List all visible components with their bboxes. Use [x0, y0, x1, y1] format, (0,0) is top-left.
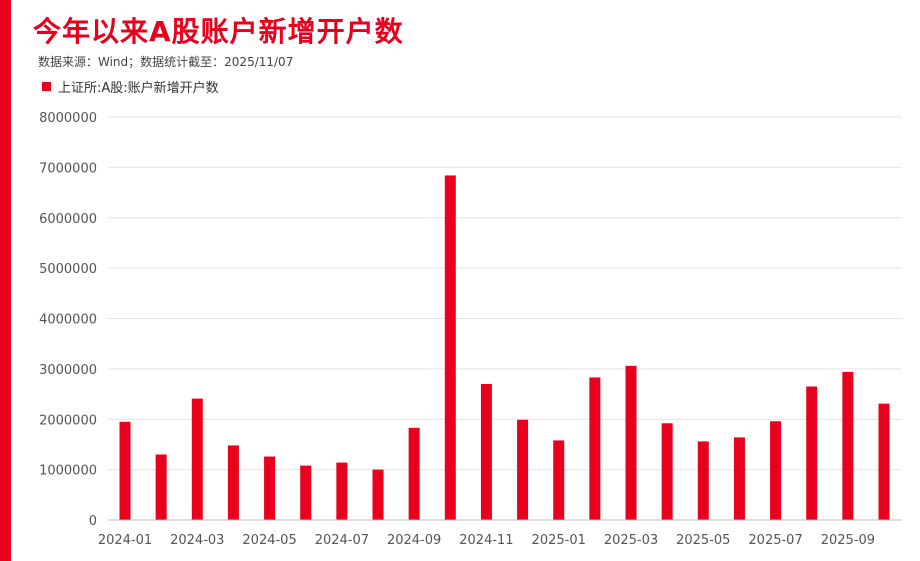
bar-2024-02	[155, 454, 167, 520]
bar-2025-06	[733, 437, 745, 520]
bar-2024-01	[119, 421, 131, 520]
bar-2025-09	[842, 371, 854, 520]
bar-2025-10	[878, 403, 890, 520]
legend-swatch	[42, 82, 51, 91]
y-tick-label: 0	[89, 514, 97, 529]
left-accent-bar	[0, 0, 11, 561]
bar-2025-01	[553, 440, 565, 520]
bar-2025-04	[661, 423, 673, 520]
bar-2025-07	[770, 421, 782, 520]
data-source-note: 数据来源：Wind；数据统计截至：2025/11/07	[38, 55, 294, 69]
x-tick-label: 2024-01	[98, 533, 152, 548]
bar-2024-08	[372, 469, 384, 520]
y-tick-label: 6000000	[39, 212, 97, 227]
bar-2024-12	[517, 419, 529, 520]
x-tick-label: 2024-07	[315, 533, 369, 548]
y-tick-label: 7000000	[39, 161, 97, 176]
x-tick-label: 2025-05	[676, 533, 730, 548]
bar-2024-03	[191, 398, 203, 520]
bar-2024-05	[264, 456, 276, 520]
x-tick-label: 2024-05	[242, 533, 296, 548]
y-tick-label: 3000000	[39, 363, 97, 378]
x-tick-label: 2025-01	[532, 533, 586, 548]
legend: 上证所:A股:账户新增开户数	[42, 77, 219, 96]
y-tick-label: 8000000	[39, 111, 97, 126]
bar-2025-08	[806, 386, 818, 520]
bar-2025-05	[697, 441, 709, 520]
y-tick-label: 4000000	[39, 313, 97, 328]
y-tick-label: 1000000	[39, 464, 97, 479]
bar-2024-09	[408, 427, 420, 520]
bar-2024-10	[444, 175, 456, 520]
bar-2024-04	[227, 445, 239, 520]
bar-2025-02	[589, 377, 601, 520]
x-tick-label: 2025-09	[821, 533, 875, 548]
x-tick-label: 2024-03	[170, 533, 224, 548]
bar-2024-07	[336, 462, 348, 520]
y-tick-label: 5000000	[39, 262, 97, 277]
x-tick-label: 2024-11	[459, 533, 513, 548]
x-tick-label: 2024-09	[387, 533, 441, 548]
bar-2024-11	[480, 383, 492, 520]
bar-2024-06	[300, 465, 312, 520]
x-tick-label: 2025-07	[748, 533, 802, 548]
bar-2025-03	[625, 365, 637, 520]
x-tick-label: 2025-03	[604, 533, 658, 548]
y-tick-label: 2000000	[39, 413, 97, 428]
legend-label: 上证所:A股:账户新增开户数	[58, 81, 219, 96]
chart-title: 今年以来A股账户新增开户数	[33, 15, 404, 48]
